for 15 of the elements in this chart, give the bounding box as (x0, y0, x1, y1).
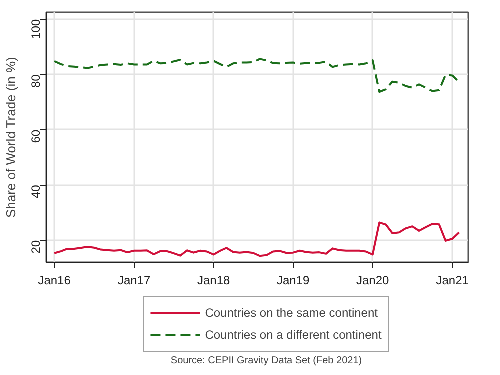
legend-label: Countries on the same continent (205, 306, 378, 320)
y-tick-label: 20 (29, 240, 43, 254)
y-tick-label: 40 (29, 184, 43, 198)
x-tick-label: Jan20 (356, 274, 390, 288)
y-tick-label: 80 (29, 74, 43, 88)
legend-label: Countries on a different continent (205, 328, 382, 342)
source-note: Source: CEPII Gravity Data Set (Feb 2021) (170, 356, 362, 366)
x-tick-label: Jan16 (38, 274, 72, 288)
x-tick-label: Jan21 (436, 274, 470, 288)
x-tick-label: Jan17 (118, 274, 151, 288)
y-tick-label: 100 (29, 19, 43, 40)
x-tick-label: Jan18 (197, 274, 230, 288)
y-axis-title: Share of World Trade (in %) (4, 57, 18, 218)
y-tick-label: 60 (29, 130, 43, 144)
x-tick-label: Jan19 (276, 274, 310, 288)
